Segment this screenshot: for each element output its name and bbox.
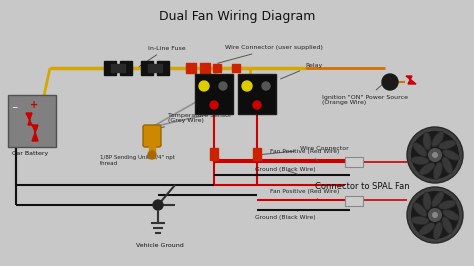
Text: Connector to SPAL Fan: Connector to SPAL Fan <box>315 182 410 191</box>
Text: Vehicle Ground: Vehicle Ground <box>136 243 184 248</box>
Circle shape <box>153 200 163 210</box>
Bar <box>8 95 56 147</box>
Text: Relay: Relay <box>281 63 322 79</box>
Bar <box>148 64 162 72</box>
Text: Fan Positive (Red Wire): Fan Positive (Red Wire) <box>270 149 339 160</box>
Ellipse shape <box>432 131 444 147</box>
Text: Ignition "ON" Power Source
(Orange Wire): Ignition "ON" Power Source (Orange Wire) <box>322 84 408 105</box>
Circle shape <box>407 127 463 183</box>
Text: Dual Fan Wiring Diagram: Dual Fan Wiring Diagram <box>159 10 315 23</box>
Ellipse shape <box>419 163 435 175</box>
Text: Ground (Black Wire): Ground (Black Wire) <box>255 168 316 174</box>
Bar <box>149 145 155 153</box>
Text: Ground (Black Wire): Ground (Black Wire) <box>255 211 316 221</box>
Text: Temperature Sensor
(Grey Wire): Temperature Sensor (Grey Wire) <box>155 113 232 129</box>
Ellipse shape <box>433 162 442 180</box>
Bar <box>104 61 116 75</box>
Bar <box>186 63 196 73</box>
Circle shape <box>262 82 270 90</box>
Ellipse shape <box>442 217 453 234</box>
Circle shape <box>428 148 442 162</box>
Ellipse shape <box>411 156 429 165</box>
Bar <box>213 64 221 72</box>
Bar <box>200 63 210 73</box>
Text: Wire Connector: Wire Connector <box>260 146 349 155</box>
Bar <box>111 64 125 72</box>
Bar <box>195 74 233 114</box>
Ellipse shape <box>423 192 431 210</box>
Text: ─: ─ <box>12 102 17 111</box>
Circle shape <box>210 101 218 109</box>
Text: Wire Connector (user supplied): Wire Connector (user supplied) <box>218 45 323 63</box>
Ellipse shape <box>442 157 453 174</box>
Text: 1/8P Sending Unit, 1/4" npt
thread: 1/8P Sending Unit, 1/4" npt thread <box>100 155 175 166</box>
Bar <box>238 74 276 114</box>
Text: In-Line Fuse: In-Line Fuse <box>139 45 186 66</box>
Ellipse shape <box>423 132 431 150</box>
Ellipse shape <box>413 143 427 156</box>
Ellipse shape <box>433 222 442 239</box>
Bar <box>345 157 363 167</box>
Ellipse shape <box>438 200 456 209</box>
Circle shape <box>432 152 438 158</box>
Ellipse shape <box>413 202 427 217</box>
Circle shape <box>432 212 438 218</box>
Text: +: + <box>30 100 38 110</box>
Circle shape <box>148 151 156 159</box>
Bar <box>253 148 261 160</box>
Polygon shape <box>406 76 416 84</box>
Circle shape <box>407 187 463 243</box>
Circle shape <box>253 101 261 109</box>
Ellipse shape <box>443 210 459 220</box>
Text: Car Battery: Car Battery <box>12 151 48 156</box>
Polygon shape <box>26 113 38 141</box>
Circle shape <box>411 131 459 179</box>
Circle shape <box>411 191 459 239</box>
Bar <box>141 61 153 75</box>
Ellipse shape <box>411 216 429 225</box>
Circle shape <box>242 81 252 91</box>
Bar <box>345 196 363 206</box>
Bar <box>232 64 240 72</box>
Ellipse shape <box>432 192 444 207</box>
Text: Fan Positive (Red Wire): Fan Positive (Red Wire) <box>270 189 339 199</box>
FancyBboxPatch shape <box>143 125 161 147</box>
Circle shape <box>428 208 442 222</box>
Ellipse shape <box>443 150 459 160</box>
Ellipse shape <box>419 223 435 235</box>
Bar <box>120 61 132 75</box>
Circle shape <box>219 82 227 90</box>
Bar <box>157 61 169 75</box>
Circle shape <box>382 74 398 90</box>
Circle shape <box>199 81 209 91</box>
Ellipse shape <box>438 140 456 149</box>
Bar <box>210 148 218 160</box>
